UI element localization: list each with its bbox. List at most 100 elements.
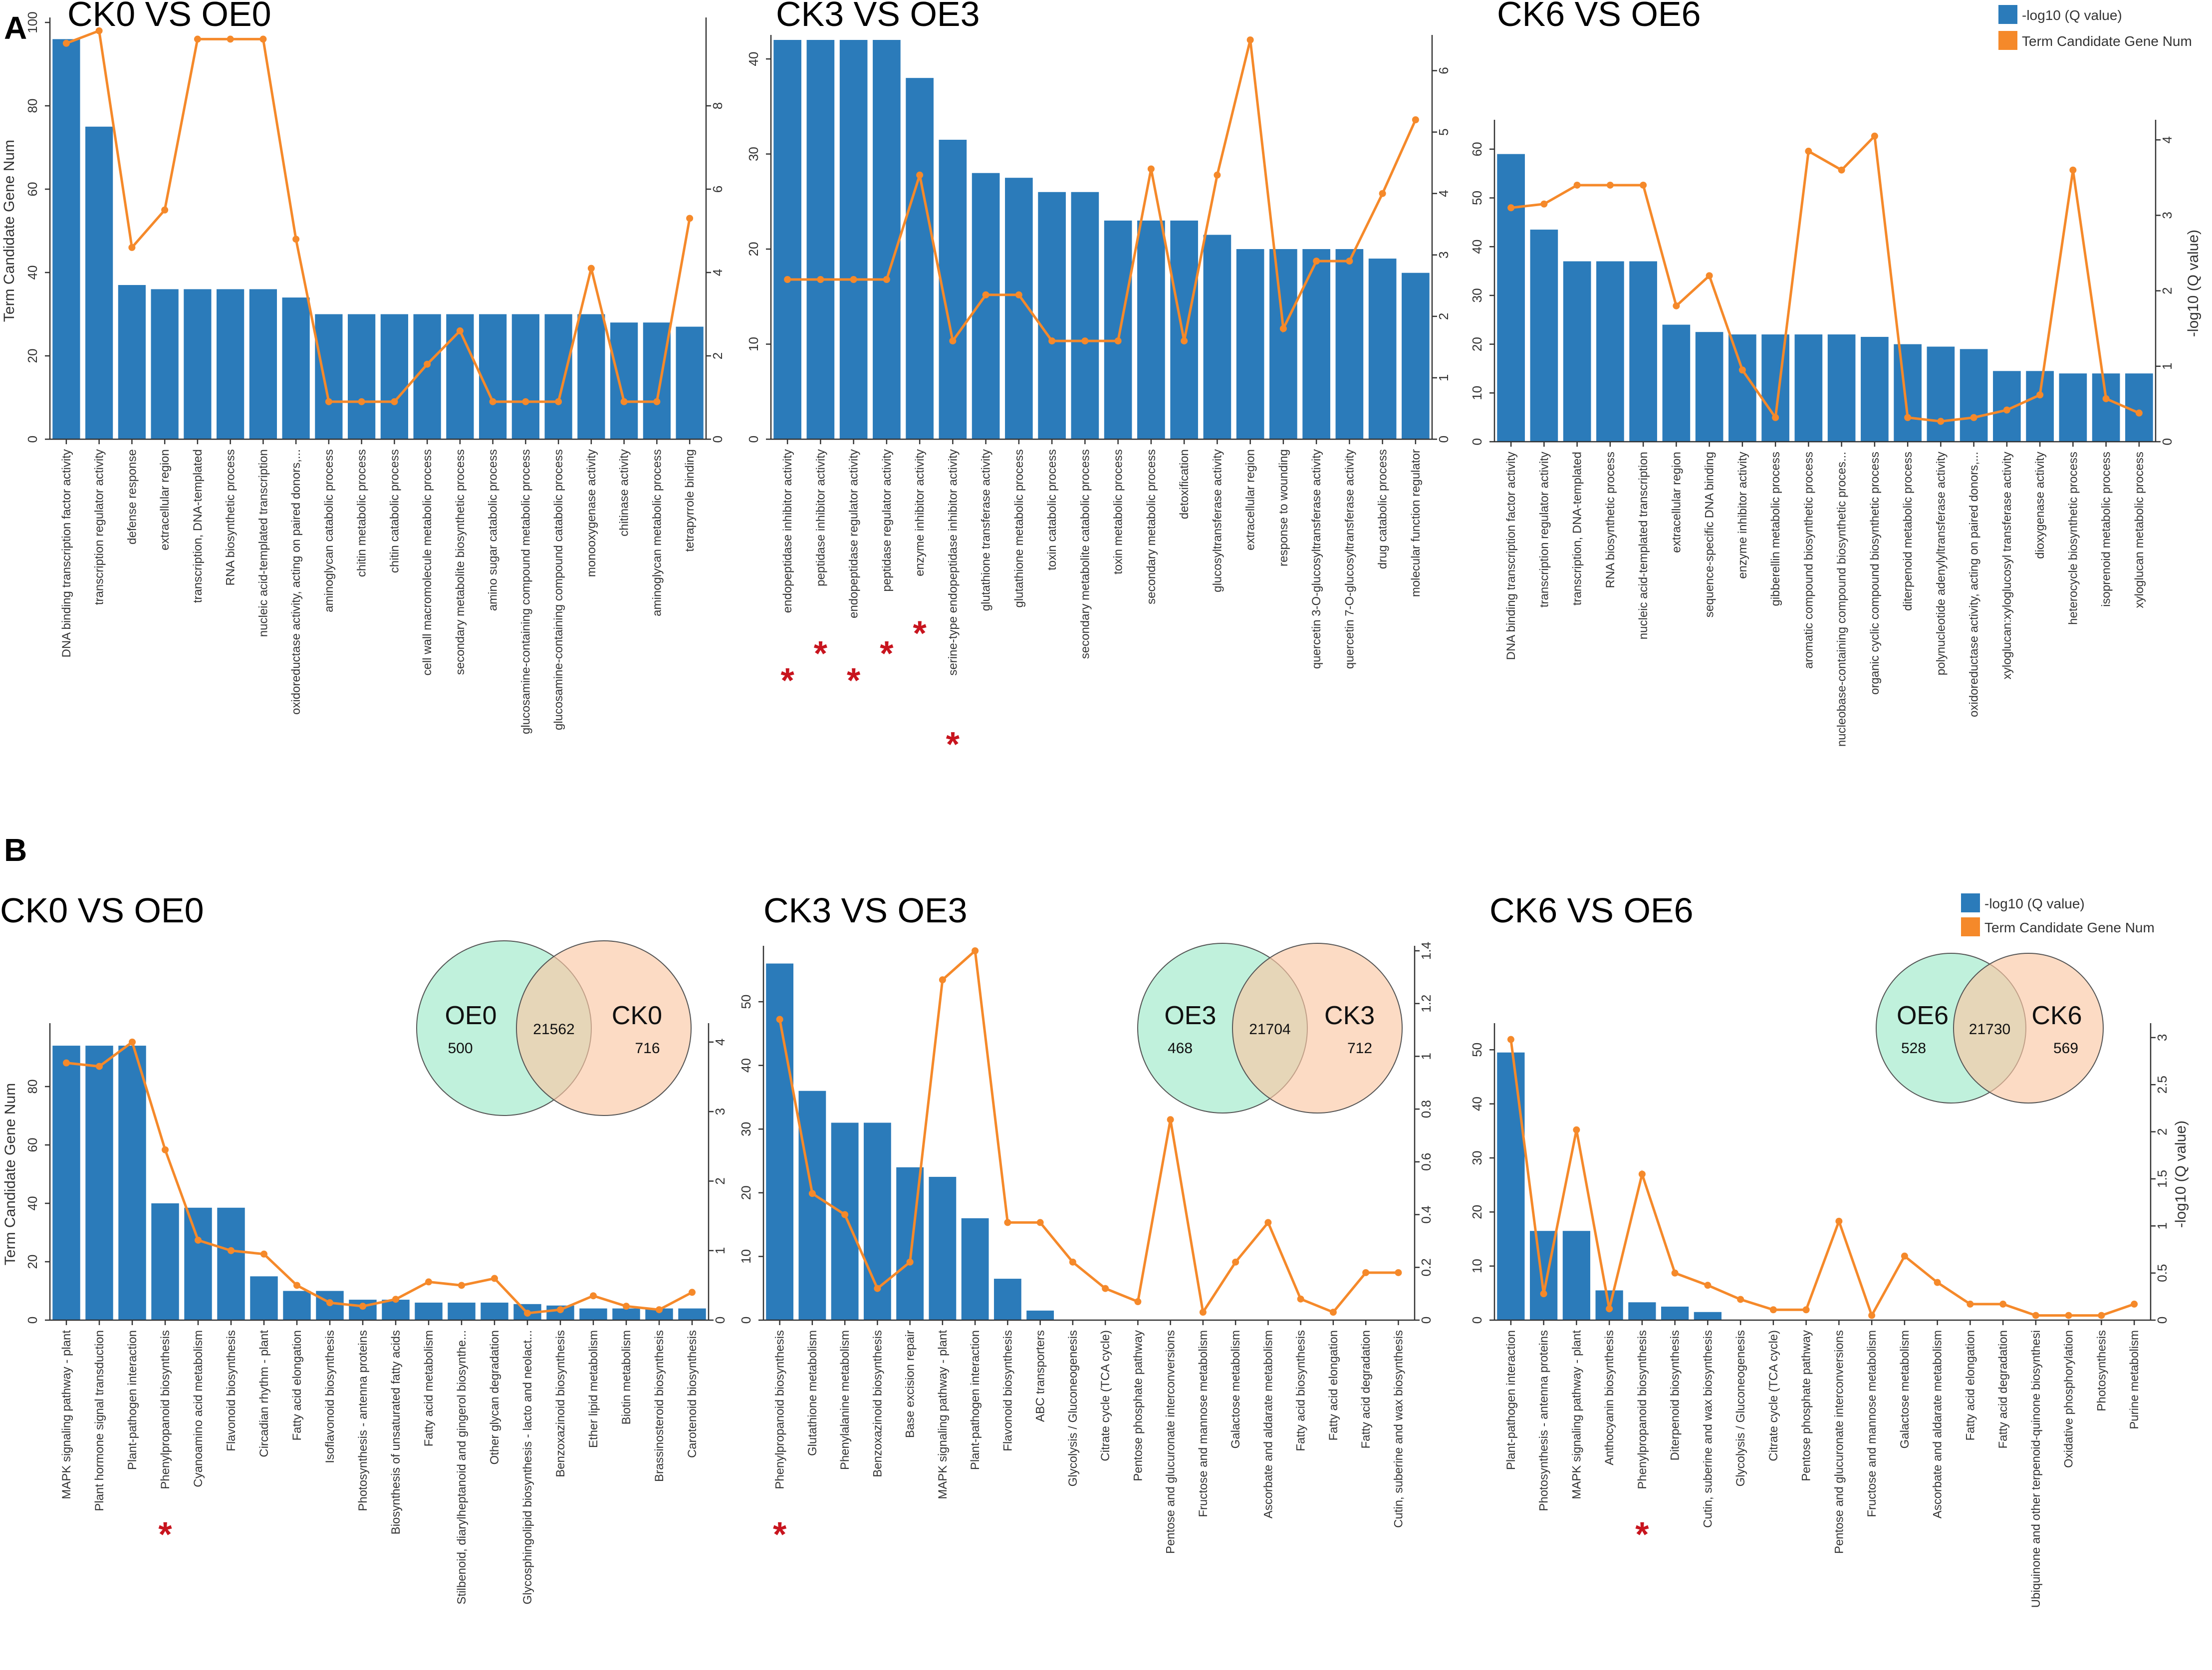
- bar: [1038, 192, 1066, 439]
- category-label: Plant-pathogen interaction: [1504, 1330, 1518, 1470]
- bar: [85, 126, 113, 439]
- bar: [1170, 220, 1198, 439]
- bar: [1269, 249, 1297, 439]
- line-point: [656, 1306, 663, 1314]
- category-label: transcription regulator activity: [1537, 452, 1551, 607]
- category-label: Oxidative phosphorylation: [2062, 1330, 2076, 1468]
- right-tick-label: 1: [713, 1247, 728, 1254]
- bar: [85, 1046, 113, 1320]
- line-point: [1573, 181, 1581, 189]
- chart-B1: CK0 VS OE0 0 20 40 60 80 0 1 2 3 4 MAPK signaling p…: [0, 891, 728, 1605]
- category-label: extracellular region: [158, 449, 172, 551]
- chart-A1: CK0 VS OE0 0 20 40 60 80 100 0 2 4 6 8 DNA binding t…: [1, 0, 725, 734]
- category-label: heterocycle biosynthetic process: [2066, 452, 2080, 625]
- bar: [1026, 1310, 1054, 1320]
- category-label: Flavonoid biosynthesis: [1001, 1330, 1014, 1451]
- bar: [1104, 220, 1132, 439]
- panel-a-label: A: [4, 10, 27, 46]
- bar: [52, 1046, 80, 1320]
- category-label: xyloglucan:xyloglucosyl transferase acti…: [2000, 452, 2014, 679]
- line-point: [1232, 1258, 1239, 1266]
- category-label: Fatty acid degradation: [1996, 1330, 2010, 1448]
- right-tick-label: 0.8: [1419, 1100, 1434, 1118]
- bar: [1563, 261, 1591, 442]
- line-point: [129, 1038, 136, 1046]
- bar: [1628, 1302, 1656, 1320]
- line-point: [1102, 1285, 1109, 1292]
- bar: [2026, 371, 2054, 442]
- line-point: [916, 171, 924, 179]
- left-tick-label: 60: [1470, 142, 1484, 156]
- line-point: [2098, 1312, 2105, 1319]
- category-label: Fatty acid biosynthesis: [1294, 1330, 1308, 1451]
- line-point: [1313, 258, 1320, 265]
- bar: [511, 314, 539, 439]
- line-point: [1673, 302, 1680, 309]
- category-label: Ether lipid metabolism: [587, 1330, 600, 1448]
- line-point: [555, 398, 562, 405]
- category-label: Brassinosteroid biosynthesis: [653, 1330, 666, 1482]
- category-label: chitinase activity: [618, 449, 631, 537]
- left-tick-label: 10: [1470, 1259, 1484, 1273]
- chart-title: CK6 VS OE6: [1497, 0, 1701, 33]
- right-axis-title: -log10 (Q value): [2173, 1120, 2189, 1228]
- category-label: polynucleotide adenylyltransferase activ…: [1934, 452, 1948, 675]
- venn-right-circle: [516, 940, 692, 1116]
- line-point: [1181, 337, 1188, 345]
- right-tick-label: 2: [2160, 287, 2175, 294]
- category-label: oxidoreductase activity, acting on paire…: [1967, 452, 1981, 717]
- left-tick-label: 40: [1470, 1097, 1484, 1111]
- left-tick-label: 40: [25, 266, 40, 280]
- line-point: [293, 1282, 300, 1289]
- line-point: [1640, 181, 1647, 189]
- right-tick-label: 2: [710, 352, 725, 359]
- line-point: [1934, 1279, 1941, 1286]
- venn-diagram: OE3 468 21704 CK3 712: [1137, 943, 1403, 1113]
- category-label: tetrapyrrole binding: [683, 449, 697, 552]
- line-point: [1805, 147, 1812, 155]
- category-label: toxin catabolic process: [1045, 449, 1059, 570]
- category-label: Circadian rhythm - plant: [257, 1330, 271, 1457]
- line-point: [623, 1303, 630, 1310]
- line-point: [1214, 171, 1221, 179]
- line-point: [883, 276, 890, 283]
- category-label: organic cyclic compound biosynthetic pro…: [1868, 452, 1882, 695]
- line-point: [1346, 258, 1353, 265]
- line-point: [2131, 1300, 2138, 1308]
- line-point: [162, 1146, 169, 1153]
- line-point: [686, 215, 694, 222]
- left-tick-label: 40: [25, 1196, 40, 1211]
- category-label: detoxification: [1178, 449, 1191, 519]
- left-tick-label: 80: [25, 99, 40, 113]
- bar: [1695, 332, 1723, 442]
- left-tick-label: 80: [25, 1080, 40, 1094]
- category-label: xyloglucan metabolic process: [2133, 452, 2146, 608]
- bar: [544, 314, 572, 439]
- bar: [1761, 334, 1789, 442]
- category-label: Stilbenoid, diarylheptanoid and gingerol…: [455, 1330, 469, 1605]
- category-label: Carotenoid biosynthesis: [686, 1330, 699, 1458]
- right-tick-label: 3: [2155, 1034, 2170, 1041]
- line-point: [1134, 1298, 1142, 1305]
- line-point: [524, 1310, 531, 1317]
- line-point: [62, 39, 70, 47]
- line-point: [1835, 1217, 1843, 1225]
- right-tick-label: 0: [1436, 436, 1451, 443]
- right-tick-label: 3: [1436, 252, 1451, 259]
- venn-right-name: CK3: [1324, 1001, 1375, 1030]
- line-point: [2003, 406, 2010, 414]
- bar: [678, 1308, 706, 1320]
- chart-B2: CK3 VS OE3 0 10 20 30 40 50 0 0.2 0.4 0.6 0.8 1 1.2 1.…: [738, 891, 1434, 1554]
- category-label: Citrate cycle (TCA cycle): [1767, 1330, 1780, 1461]
- left-tick-label: 0: [25, 1317, 40, 1324]
- line-point: [1147, 165, 1155, 173]
- category-label: Biotin metabolism: [620, 1330, 633, 1424]
- line-point: [96, 1063, 103, 1070]
- line-point: [1167, 1116, 1174, 1123]
- left-tick-label: 0: [738, 1317, 753, 1324]
- bar: [896, 1167, 924, 1320]
- line-point: [456, 327, 464, 334]
- right-tick-label: 1: [2160, 363, 2175, 370]
- category-label: ABC transporters: [1034, 1330, 1047, 1422]
- venn-left-count: 500: [448, 1040, 473, 1057]
